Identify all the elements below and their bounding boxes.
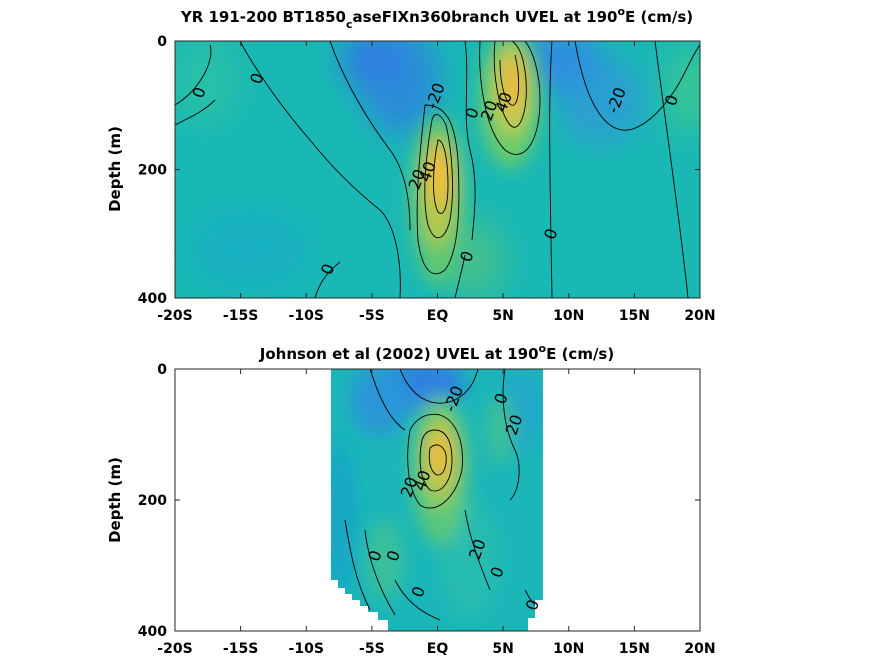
x-tick-label: -5S xyxy=(359,308,385,324)
bottom-x-axis: -20S -15S -10S -5S EQ 5N 10N 15N 20N xyxy=(157,369,716,656)
x-tick-label: 15N xyxy=(619,641,650,656)
bottom-data-mask-right xyxy=(528,600,543,631)
y-tick-label: 0 xyxy=(157,34,167,50)
bottom-y-axis: 0 200 400 xyxy=(138,362,700,640)
y-tick-label: 400 xyxy=(138,291,167,307)
x-tick-label: -15S xyxy=(223,308,258,324)
y-tick-label: 0 xyxy=(157,362,167,378)
x-tick-label: -10S xyxy=(289,641,324,656)
bottom-panel: Johnson et al (2002) UVEL at 190oE (cm/s… xyxy=(106,342,716,656)
x-tick-label: -10S xyxy=(289,308,324,324)
x-tick-label: -20S xyxy=(157,308,192,324)
x-tick-label: 10N xyxy=(553,641,584,656)
x-tick-label: 5N xyxy=(492,641,513,656)
x-tick-label: 5N xyxy=(492,308,513,324)
top-panel: YR 191-200 BT1850caseFIXn360branch UVEL … xyxy=(106,5,716,324)
x-tick-label: 20N xyxy=(684,641,715,656)
x-tick-label: EQ xyxy=(427,308,449,324)
y-tick-label: 200 xyxy=(138,163,167,179)
x-tick-label: 20N xyxy=(684,308,715,324)
x-tick-label: -5S xyxy=(359,641,385,656)
x-tick-label: 15N xyxy=(619,308,650,324)
bottom-y-axis-label: Depth (m) xyxy=(106,457,124,543)
x-tick-label: -15S xyxy=(223,641,258,656)
x-tick-label: 10N xyxy=(553,308,584,324)
x-tick-label: -20S xyxy=(157,641,192,656)
bottom-panel-title: Johnson et al (2002) UVEL at 190oE (cm/s… xyxy=(259,342,614,363)
y-tick-label: 400 xyxy=(138,624,167,640)
top-heatmap xyxy=(175,41,700,298)
bottom-data-mask xyxy=(331,580,388,631)
top-y-axis-label: Depth (m) xyxy=(106,126,124,212)
top-panel-title: YR 191-200 BT1850caseFIXn360branch UVEL … xyxy=(180,5,693,31)
top-x-axis: -20S -15S -10S -5S EQ 5N 10N 15N 20N xyxy=(157,41,716,324)
y-tick-label: 200 xyxy=(138,493,167,509)
bottom-heatmap xyxy=(331,369,543,631)
top-y-axis: 0 200 400 xyxy=(138,34,700,307)
x-tick-label: EQ xyxy=(427,641,449,656)
